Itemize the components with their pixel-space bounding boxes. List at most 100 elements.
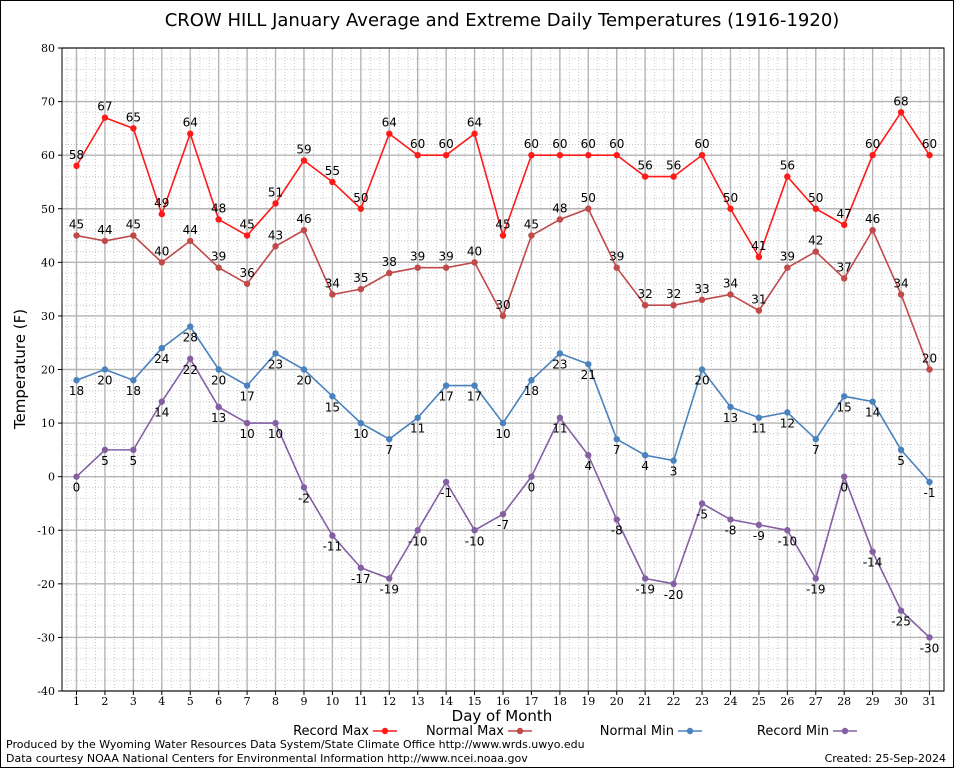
normal-max-point bbox=[897, 291, 905, 298]
x-tick-label: 22 bbox=[667, 695, 681, 708]
record-min-point bbox=[784, 527, 791, 534]
record-max-data-label: 60 bbox=[524, 137, 539, 151]
y-axis-ticks: -40 -30 -20 -10 0 10 20 30 40 50 60 70 80 bbox=[37, 42, 62, 698]
x-tick-label: 9 bbox=[300, 695, 307, 708]
normal-max-data-label: 39 bbox=[211, 250, 226, 264]
normal-max-data-label: 34 bbox=[325, 276, 340, 290]
normal-max-point bbox=[73, 232, 80, 239]
record-max-data-label: 48 bbox=[211, 201, 226, 215]
record-max-point bbox=[300, 157, 308, 164]
normal-max-data-label: 48 bbox=[552, 201, 567, 215]
record-min-point bbox=[585, 452, 592, 459]
legend-marker-normal-min bbox=[686, 727, 694, 735]
normal-max-point bbox=[812, 248, 819, 255]
record-min-data-label: 4 bbox=[584, 459, 592, 473]
normal-max-data-label: 43 bbox=[268, 228, 283, 242]
record-min-data-label: 22 bbox=[183, 363, 198, 377]
normal-min-point bbox=[613, 435, 620, 443]
record-min-data-label: -17 bbox=[351, 572, 371, 586]
record-min-data-label: 5 bbox=[101, 454, 109, 468]
normal-max-data-label: 32 bbox=[638, 287, 653, 301]
normal-min-data-label: 15 bbox=[837, 400, 852, 414]
x-tick-label: 2 bbox=[101, 695, 108, 708]
x-tick-label: 28 bbox=[837, 695, 851, 708]
x-tick-label: 23 bbox=[695, 695, 709, 708]
record-min-data-label: -19 bbox=[635, 582, 655, 596]
record-min-data-label: -10 bbox=[465, 534, 485, 548]
normal-min-data-label: 14 bbox=[865, 406, 880, 420]
y-tick-label: 20 bbox=[41, 364, 55, 377]
y-tick-label: -40 bbox=[37, 685, 55, 698]
record-min-data-label: 14 bbox=[154, 406, 169, 420]
legend: Record Max Normal Max Normal Min Record Min bbox=[293, 724, 857, 739]
record-min-point bbox=[556, 414, 564, 421]
record-max-point bbox=[73, 162, 80, 170]
normal-max-data-label: 50 bbox=[581, 191, 596, 205]
normal-min-data-label: 18 bbox=[126, 384, 141, 398]
record-min-data-label: -10 bbox=[778, 534, 798, 548]
record-max-point bbox=[329, 178, 336, 186]
normal-max-point bbox=[499, 312, 507, 320]
normal-max-data-label: 45 bbox=[126, 218, 141, 232]
record-max-data-label: 60 bbox=[865, 137, 880, 151]
record-max-point bbox=[926, 151, 933, 159]
normal-min-data-label: 18 bbox=[69, 384, 84, 398]
record-max-data-label: 58 bbox=[69, 148, 84, 162]
normal-min-point bbox=[300, 366, 308, 373]
record-max-data-label: 49 bbox=[154, 196, 169, 210]
normal-max-data-label: 39 bbox=[438, 250, 453, 264]
normal-min-point bbox=[812, 435, 819, 443]
normal-min-data-label: 20 bbox=[694, 374, 709, 388]
normal-max-data-label: 31 bbox=[751, 293, 766, 307]
y-tick-label: -20 bbox=[37, 578, 55, 591]
record-min-data-label: -19 bbox=[806, 582, 826, 596]
legend-marker-record-max bbox=[381, 727, 389, 735]
normal-max-data-label: 34 bbox=[723, 276, 738, 290]
record-min-point bbox=[215, 403, 222, 411]
record-max-point bbox=[528, 151, 535, 159]
record-min-point bbox=[727, 516, 734, 523]
record-min-point bbox=[528, 473, 535, 480]
record-max-data-label: 60 bbox=[410, 137, 425, 151]
record-max-data-label: 45 bbox=[495, 218, 510, 232]
record-max-data-label: 64 bbox=[467, 116, 482, 130]
normal-min-point bbox=[869, 398, 876, 405]
normal-max-point bbox=[641, 302, 649, 309]
normal-min-data-label: 28 bbox=[183, 331, 198, 345]
record-min-point bbox=[926, 634, 933, 641]
x-tick-label: 26 bbox=[780, 695, 794, 708]
normal-min-point bbox=[386, 435, 393, 443]
record-max-data-label: 50 bbox=[808, 191, 823, 205]
normal-max-data-label: 42 bbox=[808, 234, 823, 248]
y-tick-label: 10 bbox=[41, 417, 55, 430]
normal-min-point bbox=[585, 360, 592, 368]
record-min-point bbox=[499, 510, 507, 518]
record-min-point bbox=[130, 446, 137, 454]
record-min-data-label: 13 bbox=[211, 411, 226, 425]
record-min-data-label: -30 bbox=[920, 641, 940, 655]
normal-max-data-label: 46 bbox=[865, 212, 880, 226]
record-min-data-label: -11 bbox=[323, 540, 343, 554]
record-max-point bbox=[158, 210, 165, 218]
record-max-point bbox=[101, 114, 109, 121]
x-tick-label: 8 bbox=[272, 695, 279, 708]
legend-label-record-max: Record Max bbox=[293, 724, 369, 739]
normal-max-data-label: 39 bbox=[609, 250, 624, 264]
normal-min-point bbox=[698, 366, 706, 373]
record-max-point bbox=[357, 205, 365, 212]
normal-max-point bbox=[101, 237, 109, 245]
record-min-data-label: -20 bbox=[664, 588, 684, 602]
record-max-point bbox=[243, 232, 251, 239]
normal-max-point bbox=[841, 275, 848, 282]
normal-min-point bbox=[670, 457, 677, 464]
record-min-data-label: -1 bbox=[440, 486, 452, 500]
record-max-data-label: 65 bbox=[126, 110, 141, 124]
record-max-data-label: 41 bbox=[751, 239, 766, 253]
normal-max-point bbox=[471, 259, 478, 266]
normal-max-data-label: 35 bbox=[353, 271, 368, 285]
normal-max-data-label: 37 bbox=[837, 260, 852, 274]
record-max-point bbox=[755, 253, 763, 261]
normal-min-point bbox=[471, 382, 478, 389]
record-min-data-label: -19 bbox=[379, 582, 399, 596]
x-tick-label: 31 bbox=[923, 695, 937, 708]
